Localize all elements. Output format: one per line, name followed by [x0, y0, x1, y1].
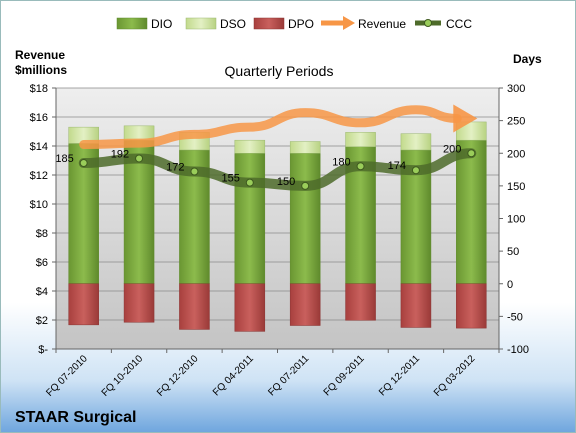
left-tick-label: $10 — [30, 199, 48, 211]
right-tick-label: -100 — [507, 344, 529, 356]
bar-dpo — [456, 283, 487, 329]
x-tick-label: FQ 04-2011 — [211, 353, 256, 398]
legend-swatch-dso — [185, 17, 217, 30]
bar-dio — [234, 153, 266, 284]
left-tick-label: $18 — [30, 83, 48, 95]
ccc-data-label: 174 — [388, 160, 406, 172]
left-tick-label: $8 — [36, 228, 48, 240]
ccc-marker — [356, 162, 365, 171]
x-tick-label: FQ 12-2011 — [377, 353, 422, 398]
right-tick-label: 0 — [507, 279, 513, 291]
left-tick-label: $6 — [36, 257, 48, 269]
bar-dpo — [289, 283, 321, 326]
left-tick-label: $14 — [30, 141, 48, 153]
x-tick-label: FQ 07-2010 — [44, 353, 90, 399]
legend-item-revenue: Revenue — [321, 16, 406, 31]
ccc-marker — [411, 166, 420, 175]
ccc-marker — [135, 154, 144, 163]
x-tick-label: FQ 12-2010 — [155, 353, 201, 399]
x-tick-label: FQ 07-2011 — [266, 353, 311, 398]
ccc-data-label: 200 — [443, 143, 461, 155]
ccc-data-label: 180 — [332, 156, 350, 168]
bar-dpo — [345, 283, 376, 321]
company-name: STAAR Surgical — [15, 409, 137, 426]
x-tick-label: FQ 03-2012 — [432, 353, 478, 399]
left-tick-label: $4 — [36, 286, 48, 298]
bar-dpo — [234, 283, 266, 332]
ccc-marker — [301, 181, 310, 190]
left-tick-label: $2 — [36, 315, 48, 327]
legend-swatch-dio — [116, 17, 148, 30]
legend-label-dio: DIO — [151, 17, 172, 31]
bar-dpo — [400, 283, 432, 328]
left-tick-label: $16 — [30, 112, 48, 124]
plot-area — [56, 88, 499, 349]
ccc-data-label: 185 — [55, 153, 73, 165]
bar-dso — [345, 132, 376, 147]
legend-label-ccc: CCC — [446, 17, 472, 31]
left-tick-label: $- — [38, 344, 48, 356]
legend-item-dio: DIO — [116, 17, 172, 31]
right-axis-title: Days — [513, 52, 542, 66]
right-tick-label: 250 — [507, 116, 525, 128]
legend-item-dso: DSO — [185, 17, 246, 31]
revenue-arrowhead — [453, 104, 478, 133]
right-tick-label: 150 — [507, 181, 525, 193]
legend-item-dpo: DPO — [253, 17, 314, 31]
ccc-data-label: 150 — [277, 176, 295, 188]
legend-label-revenue: Revenue — [358, 17, 406, 31]
right-tick-label: 100 — [507, 214, 525, 226]
bar-dpo — [179, 283, 210, 330]
legend-arrow-icon — [343, 16, 355, 30]
bar-dpo — [123, 283, 155, 323]
bar-dso — [234, 139, 266, 154]
ccc-data-label: 155 — [221, 173, 239, 185]
bar-dio — [289, 153, 321, 284]
ccc-data-label: 192 — [111, 148, 129, 160]
x-tick-label: FQ 09-2011 — [322, 353, 367, 398]
bar-dio — [456, 139, 487, 284]
ccc-marker — [467, 149, 476, 158]
legend-label-dpo: DPO — [288, 17, 314, 31]
ccc-marker — [79, 159, 88, 168]
legend-item-ccc: CCC — [415, 17, 472, 31]
ccc-data-label: 172 — [166, 162, 184, 174]
chart-title: Quarterly Periods — [225, 63, 334, 79]
bar-dso — [289, 141, 321, 154]
revenue-line — [79, 105, 462, 150]
right-tick-label: 200 — [507, 148, 525, 160]
ccc-marker — [245, 178, 254, 187]
right-tick-label: -50 — [507, 311, 523, 323]
bar-dso — [400, 133, 432, 151]
legend-label-dso: DSO — [220, 17, 246, 31]
legend: DIO DSO DPO Revenue CCC — [116, 16, 472, 31]
series-lines: 185 192 172 155 150 180 174 200 — [55, 104, 478, 191]
ccc-marker — [190, 167, 199, 176]
left-axis-title: Revenue $millions — [15, 48, 67, 77]
right-tick-label: 50 — [507, 246, 519, 258]
legend-swatch-dpo — [253, 17, 285, 30]
x-tick-label: FQ 10-2010 — [100, 353, 146, 399]
right-tick-label: 300 — [507, 83, 525, 95]
legend-marker-ccc — [424, 19, 432, 27]
left-tick-label: $12 — [30, 170, 48, 182]
bar-dpo — [68, 283, 99, 326]
